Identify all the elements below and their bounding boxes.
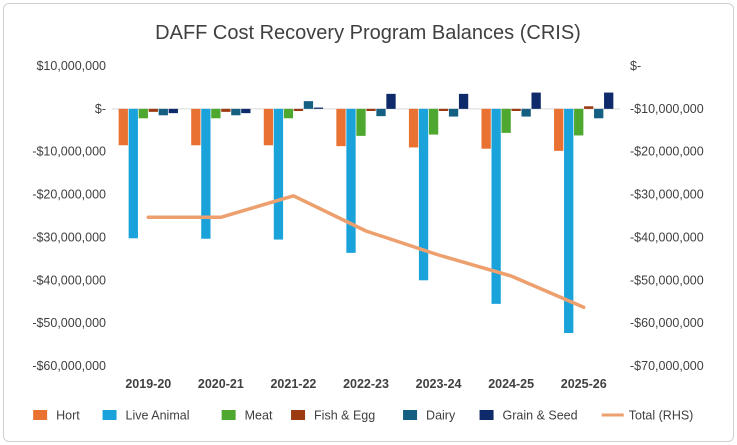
bar-dairy	[376, 108, 386, 117]
category-label: 2023-24	[416, 377, 462, 391]
bar-hort	[554, 108, 564, 151]
right-axis-tick-label: -$10,000,000	[630, 102, 704, 116]
legend-label-fish-egg: Fish & Egg	[314, 409, 375, 423]
legend-label-total-rhs-: Total (RHS)	[629, 409, 694, 423]
category-label: 2020-21	[198, 377, 244, 391]
left-axis-tick-label: $10,000,000	[36, 59, 106, 73]
bar-hort	[408, 108, 419, 148]
bar-grain-seed	[241, 108, 251, 114]
right-axis-tick-label: $-	[630, 59, 641, 73]
bar-grain-seed	[386, 93, 396, 109]
bar-meat	[283, 108, 294, 119]
legend-swatch-live-animal	[102, 410, 117, 420]
bar-meat	[138, 108, 148, 119]
bar-fish-egg	[221, 108, 231, 112]
legend-swatch-grain-seed	[479, 410, 494, 420]
bar-grain-seed	[313, 107, 324, 109]
bar-fish-egg	[438, 108, 449, 111]
left-axis-tick-label: -$50,000,000	[32, 316, 106, 330]
legend-label-grain-seed: Grain & Seed	[503, 409, 578, 423]
left-axis-tick-label: -$40,000,000	[32, 273, 106, 287]
left-axis-tick-label: -$10,000,000	[32, 145, 106, 159]
bar-live-animal	[564, 108, 574, 333]
bar-fish-egg	[511, 108, 521, 111]
lines	[146, 194, 586, 310]
chart-frame	[3, 3, 734, 442]
bar-meat	[428, 108, 439, 135]
bar-live-animal	[491, 108, 501, 304]
chart-title: DAFF Cost Recovery Program Balances (CRI…	[155, 22, 581, 44]
right-axis-tick-label: -$50,000,000	[630, 273, 704, 287]
bar-grain-seed	[604, 92, 614, 109]
category-label: 2022-23	[343, 377, 389, 391]
category-label: 2019-20	[125, 377, 171, 391]
bar-grain-seed	[531, 92, 541, 109]
bars	[118, 92, 614, 333]
bar-live-animal	[201, 108, 211, 239]
line-total-rhs-	[146, 194, 586, 310]
category-label: 2024-25	[488, 377, 534, 391]
bar-meat	[501, 108, 511, 133]
legend-swatch-meat	[221, 410, 236, 420]
left-axis-tick-label: $-	[95, 102, 106, 116]
legend-label-meat: Meat	[245, 409, 273, 423]
bar-dairy	[448, 108, 459, 117]
left-axis-tick-label: -$20,000,000	[32, 188, 106, 202]
bar-meat	[574, 108, 584, 136]
bar-dairy	[521, 108, 531, 117]
category-label: 2021-22	[270, 377, 316, 391]
bar-meat	[356, 108, 366, 136]
bar-fish-egg	[584, 106, 594, 109]
right-axis-tick-label: -$70,000,000	[630, 359, 704, 373]
legend-label-dairy: Dairy	[426, 409, 456, 423]
legend-swatch-hort	[33, 410, 48, 420]
right-axis-tick-label: -$60,000,000	[630, 316, 704, 330]
bar-hort	[118, 108, 128, 146]
bar-live-animal	[418, 108, 429, 281]
legend: Hort Live Animal Meat Fish & Egg Dairy Grain …	[33, 409, 693, 423]
bar-live-animal	[128, 108, 138, 239]
bar-dairy	[594, 108, 604, 119]
bar-live-animal	[273, 108, 284, 240]
bar-live-animal	[346, 108, 356, 253]
bar-grain-seed	[168, 108, 178, 114]
bar-fish-egg	[366, 108, 376, 111]
legend-label-live-animal: Live Animal	[126, 409, 190, 423]
right-axis-tick-label: -$30,000,000	[630, 188, 704, 202]
legend-label-hort: Hort	[56, 409, 80, 423]
bar-hort	[481, 108, 491, 149]
bar-grain-seed	[458, 93, 469, 109]
axes: $10,000,000 $- -$10,000,000 -$20,000,000 -$3…	[32, 59, 703, 391]
left-axis-tick-label: -$60,000,000	[32, 359, 106, 373]
bar-hort	[336, 108, 346, 147]
bar-dairy	[303, 101, 314, 109]
bar-hort	[263, 108, 274, 146]
bar-dairy	[231, 108, 241, 116]
right-axis-tick-label: -$40,000,000	[630, 230, 704, 244]
bar-fish-egg	[148, 108, 158, 112]
bar-dairy	[158, 108, 168, 116]
bar-fish-egg	[293, 108, 304, 111]
category-label: 2025-26	[561, 377, 607, 391]
legend-swatch-fish-egg	[291, 410, 306, 420]
bar-hort	[191, 108, 201, 146]
legend-swatch-dairy	[403, 410, 418, 420]
bar-meat	[211, 108, 221, 119]
left-axis-tick-label: -$30,000,000	[32, 230, 106, 244]
right-axis-tick-label: -$20,000,000	[630, 145, 704, 159]
